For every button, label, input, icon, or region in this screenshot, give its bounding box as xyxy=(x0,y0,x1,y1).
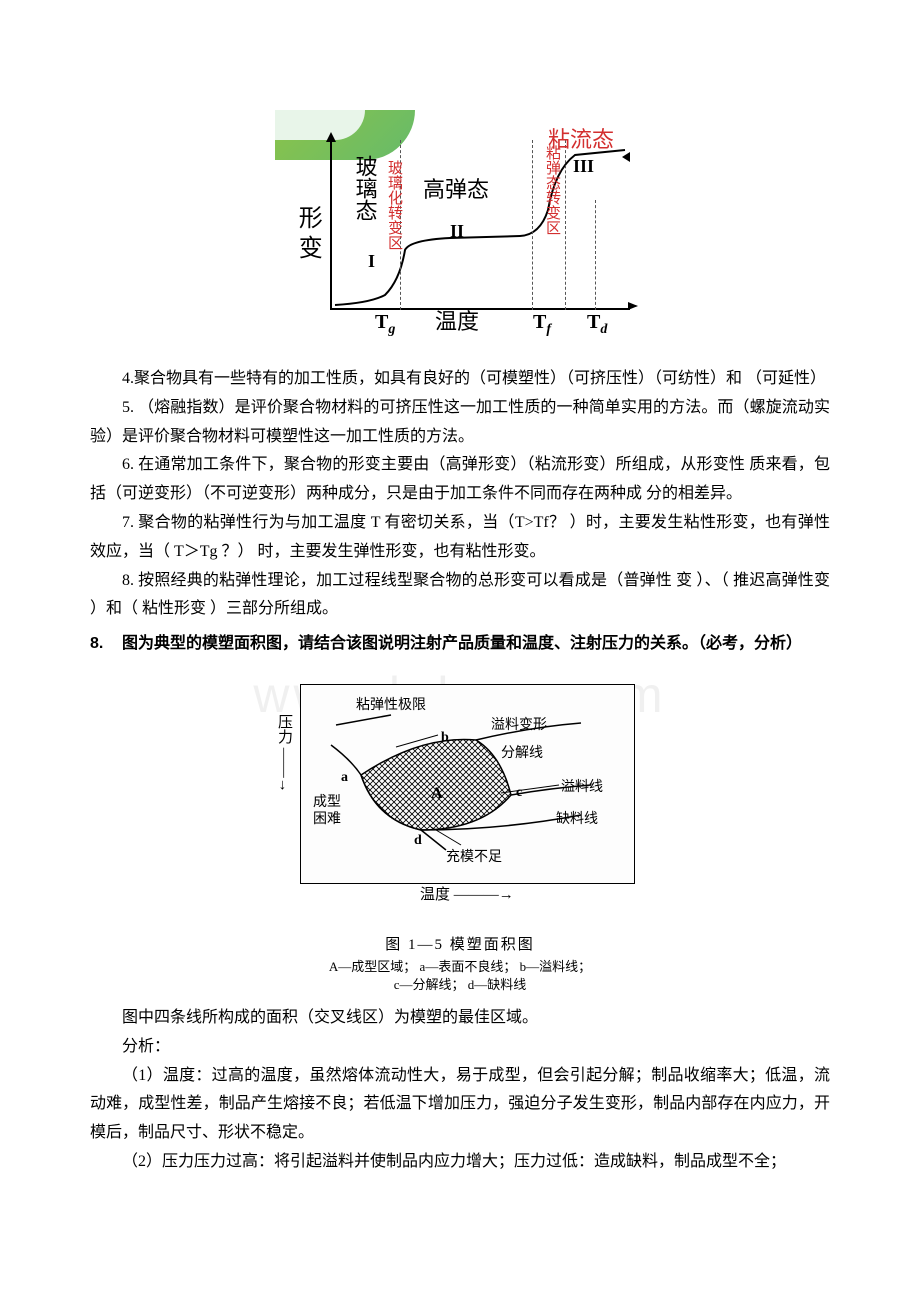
para-8: 8. 按照经典的粘弹性理论，加工过程线型聚合物的总形变可以看成是（普弹性 变 ）… xyxy=(90,567,830,625)
fig2-frame: 粘弹性极限 溢料变形 分解线 溢料线 缺料线 充模不足 成型 困难 a b c … xyxy=(300,684,635,884)
figure1-polymer-states: 形变 温度 玻璃态 I 玻璃化转变区 高弹态 II 粘弹态转变区 粘流态 III… xyxy=(275,110,645,350)
fig1-x-label: 温度 xyxy=(435,302,479,342)
fig2-x-label: 温度 ———→ xyxy=(420,882,514,909)
fig1-roman3: III xyxy=(573,150,594,182)
fig1-dash-tf xyxy=(532,140,533,310)
document-content: 形变 温度 玻璃态 I 玻璃化转变区 高弹态 II 粘弹态转变区 粘流态 III… xyxy=(90,110,830,1177)
fig1-region2: 高弹态 xyxy=(423,170,489,210)
fig1-dash-td1 xyxy=(565,140,566,310)
analysis-2: （2）压力压力过高：将引起溢料并使制品内应力增大；压力过低：造成缺料，制品成型不… xyxy=(90,1148,830,1177)
fig1-trans1: 玻璃化转变区 xyxy=(380,160,407,250)
figure2-molding-area: 压力 ——→ xyxy=(260,674,660,994)
q8-number: 8. xyxy=(90,630,122,659)
q8-text: 图为典型的模塑面积图，请结合该图说明注射产品质量和温度、注射压力的关系。（必考，… xyxy=(122,630,830,659)
fig2-label-decomp: 分解线 xyxy=(501,741,543,766)
fig2-label-diff2: 困难 xyxy=(313,807,341,832)
fig1-y-label: 形变 xyxy=(285,205,328,265)
fig2-label-fill: 充模不足 xyxy=(446,845,502,870)
fig1-tick-td: Td xyxy=(587,304,607,342)
fig1-y-arrow xyxy=(326,132,336,144)
para-5: 5. （熔融指数）是评价聚合物材料的可挤压性这一加工性质的一种简单实用的方法。而… xyxy=(90,394,830,452)
fig2-b: b xyxy=(441,725,449,750)
figure2-container: 压力 ——→ xyxy=(90,674,830,994)
fig1-tick-tg: Tg xyxy=(375,304,395,342)
fig2-label-overflow: 溢料线 xyxy=(561,775,603,800)
fig2-d: d xyxy=(414,828,422,853)
fig2-label-short: 缺料线 xyxy=(556,807,598,832)
para-6: 6. 在通常加工条件下，聚合物的形变主要由（高弹形变）（粘流形变）所组成，从形变… xyxy=(90,451,830,509)
fig1-roman1: I xyxy=(368,245,375,277)
fig1-x-arrow xyxy=(628,302,640,312)
fig2-label-overflow-def: 溢料变形 xyxy=(491,713,547,738)
analysis-1: （1）温度：过高的温度，虽然熔体流动性大，易于成型，但会引起分解；制品收缩率大；… xyxy=(90,1062,830,1148)
fig1-tick-tf: Tf xyxy=(533,304,551,342)
analysis-intro: 图中四条线所构成的面积（交叉线区）为模塑的最佳区域。 xyxy=(90,1004,830,1033)
fig2-A: A xyxy=(431,780,443,809)
fig1-region1: 玻璃态 xyxy=(345,155,385,221)
fig2-y-label: 压力 ——→ xyxy=(270,714,297,793)
fig1-dash-td2 xyxy=(595,200,596,310)
fig2-a: a xyxy=(341,765,348,790)
para-4: 4.聚合物具有一些特有的加工性质，如具有良好的（可模塑性）（可挤压性）（可纺性）… xyxy=(90,365,830,394)
fig1-roman2: II xyxy=(450,215,464,247)
para-7: 7. 聚合物的粘弹性行为与加工温度 T 有密切关系，当（T>Tf？ ）时，主要发… xyxy=(90,509,830,567)
fig2-legend: A—成型区域； a—表面不良线； b—溢料线；c—分解线； d—缺料线 xyxy=(260,958,660,994)
fig2-caption: 图 1—5 模塑面积图 xyxy=(260,932,660,959)
figure1-container: 形变 温度 玻璃态 I 玻璃化转变区 高弹态 II 粘弹态转变区 粘流态 III… xyxy=(90,110,830,350)
analysis-label: 分析： xyxy=(90,1033,830,1062)
question-8: 8. 图为典型的模塑面积图，请结合该图说明注射产品质量和温度、注射压力的关系。（… xyxy=(90,630,830,659)
fig2-c: c xyxy=(516,780,522,805)
fig2-label-limit: 粘弹性极限 xyxy=(356,693,426,718)
